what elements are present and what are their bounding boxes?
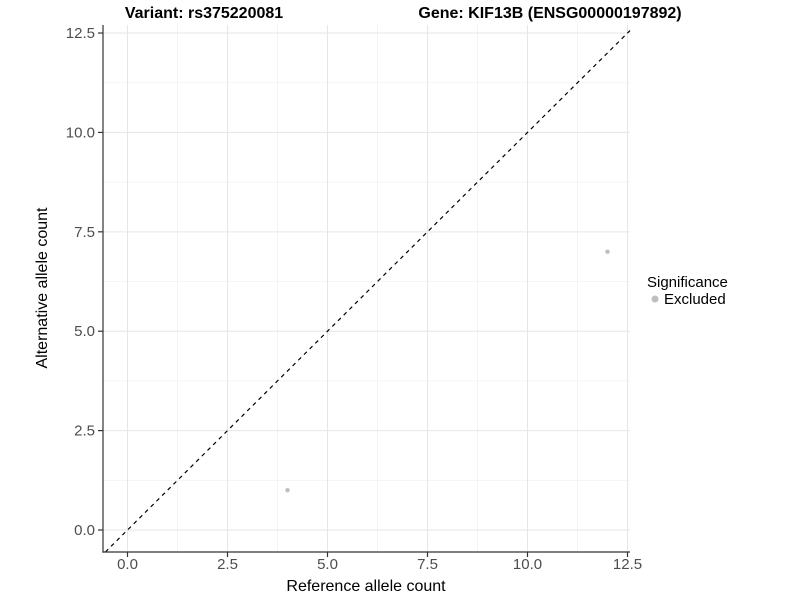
y-tick-label: 5.0 <box>74 323 95 340</box>
y-tick-label: 0.0 <box>74 522 95 539</box>
y-axis-ticks: 0.0 2.5 5.0 7.5 10.0 12.5 <box>66 25 103 539</box>
legend-title: Significance <box>647 274 728 291</box>
data-points <box>285 249 610 493</box>
x-axis-ticks: 0.0 2.5 5.0 7.5 10.0 12.5 <box>117 552 642 573</box>
data-point <box>285 488 290 493</box>
x-tick-label: 0.0 <box>117 556 138 573</box>
legend-item-label: Excluded <box>664 291 726 308</box>
plot-title-gene: Gene: KIF13B (ENSG00000197892) <box>418 5 681 22</box>
minor-gridlines <box>103 25 630 552</box>
plot-title-variant: Variant: rs375220081 <box>125 5 283 22</box>
y-tick-label: 12.5 <box>66 25 95 42</box>
y-axis-title: Alternative allele count <box>34 207 51 369</box>
legend-key-dot-icon <box>651 295 659 303</box>
y-tick-label: 10.0 <box>66 124 95 141</box>
x-tick-label: 7.5 <box>417 556 438 573</box>
identity-dashed-line <box>104 30 631 553</box>
data-point <box>605 249 610 254</box>
x-tick-label: 5.0 <box>317 556 338 573</box>
y-tick-label: 2.5 <box>74 423 95 440</box>
x-axis-title: Reference allele count <box>286 578 446 595</box>
plot-panel-background <box>103 25 630 552</box>
x-tick-label: 12.5 <box>613 556 642 573</box>
x-tick-label: 2.5 <box>217 556 238 573</box>
y-tick-label: 7.5 <box>74 224 95 241</box>
legend: Significance Excluded <box>647 274 728 308</box>
x-tick-label: 10.0 <box>513 556 542 573</box>
major-gridlines <box>103 25 630 552</box>
